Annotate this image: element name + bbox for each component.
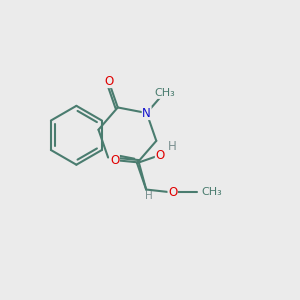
- Text: O: O: [168, 186, 177, 199]
- Text: CH₃: CH₃: [201, 188, 222, 197]
- Text: H: H: [145, 191, 152, 201]
- Text: O: O: [155, 148, 165, 162]
- Text: O: O: [110, 154, 119, 166]
- Text: O: O: [104, 74, 113, 88]
- Text: N: N: [142, 106, 151, 119]
- Text: H: H: [168, 140, 177, 153]
- Text: CH₃: CH₃: [154, 88, 176, 98]
